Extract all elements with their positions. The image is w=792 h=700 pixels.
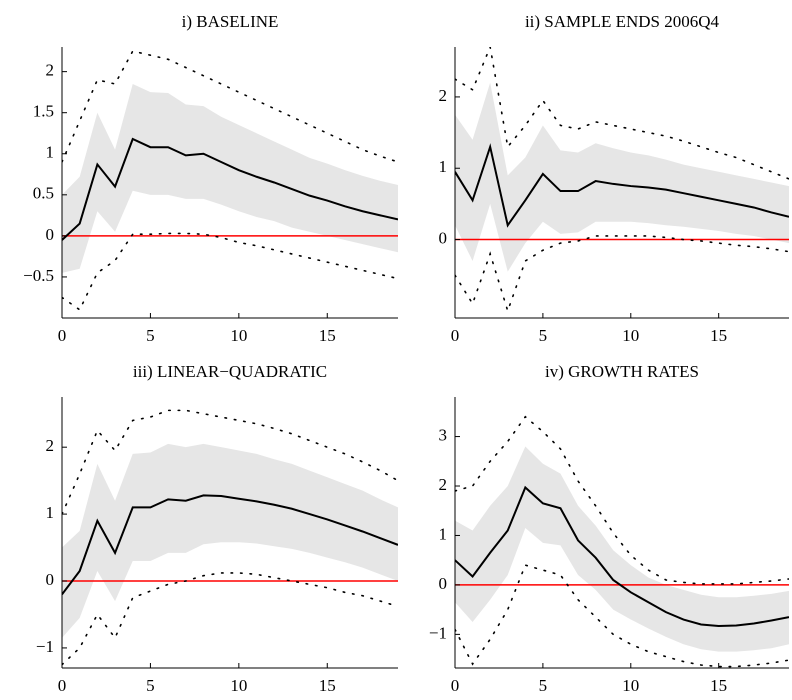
y-tick-label: 0 [46,570,55,589]
confidence-band [455,82,789,272]
impulse-response-line [455,485,789,627]
x-tick-label: 10 [622,326,639,345]
y-tick-label: 2 [439,475,448,494]
x-tick-label: 10 [230,676,247,695]
y-tick-label: 1.5 [33,102,54,121]
error-band-line [62,232,398,311]
y-tick-label: 1 [46,143,55,162]
y-tick-label: 2 [439,86,448,105]
x-tick-label: 5 [539,326,548,345]
impulse-response-line [62,494,398,595]
error-band-line [62,409,398,515]
confidence-band [455,446,789,652]
panel-title: iv) GROWTH RATES [545,362,699,381]
error-band-line [455,415,789,585]
x-tick-label: 5 [146,326,155,345]
x-tick-label: 15 [319,676,336,695]
plot-area [455,415,789,668]
panel-title: ii) SAMPLE ENDS 2006Q4 [525,12,720,31]
panel: 0 1 2 0 5 10 15 ii) SAMPLE ENDS 2006Q4 [439,12,789,345]
y-tick-label: −1 [36,637,54,656]
y-tick-label: 0 [439,574,448,593]
confidence-band [62,83,398,273]
y-tick-label: −0.5 [23,266,54,285]
x-tick-label: 0 [58,676,67,695]
x-tick-label: 15 [710,676,727,695]
x-tick-label: 15 [710,326,727,345]
y-tick-label: 0.5 [33,184,54,203]
plot-area [455,47,789,314]
panel-title: iii) LINEAR−QUADRATIC [133,362,327,381]
x-tick-label: 5 [146,676,155,695]
y-tick-label: 1 [439,524,448,543]
y-tick-label: 1 [439,157,448,176]
x-tick-label: 10 [622,676,639,695]
y-tick-label: −1 [429,623,447,642]
x-tick-label: 0 [451,676,460,695]
confidence-band [62,443,398,638]
error-band-line [455,564,789,668]
error-band-line [455,47,789,180]
panel: −1 0 1 2 0 5 10 15 iii) LINEAR−QUADRATIC [36,362,398,695]
y-tick-label: 3 [439,425,448,444]
y-tick-label: 0 [439,228,448,247]
impulse-response-line [455,143,789,228]
plot-area [62,50,398,311]
x-tick-label: 15 [319,326,336,345]
x-tick-label: 0 [58,326,67,345]
error-band-line [62,50,398,163]
x-tick-label: 10 [230,326,247,345]
panel-title: i) BASELINE [182,12,279,31]
y-tick-label: 2 [46,436,55,455]
panel: −1 0 1 2 3 0 5 10 15 iv) GROWTH RATES [429,362,789,695]
y-tick-label: 0 [46,225,55,244]
y-tick-label: 2 [46,61,55,80]
y-tick-label: 1 [46,503,55,522]
x-tick-label: 5 [539,676,548,695]
impulse-response-line [62,137,398,241]
x-tick-label: 0 [451,326,460,345]
panel: −0.5 0 0.5 1 1.5 2 0 5 10 15 i) BASELINE [23,12,398,345]
plot-area [62,409,398,666]
